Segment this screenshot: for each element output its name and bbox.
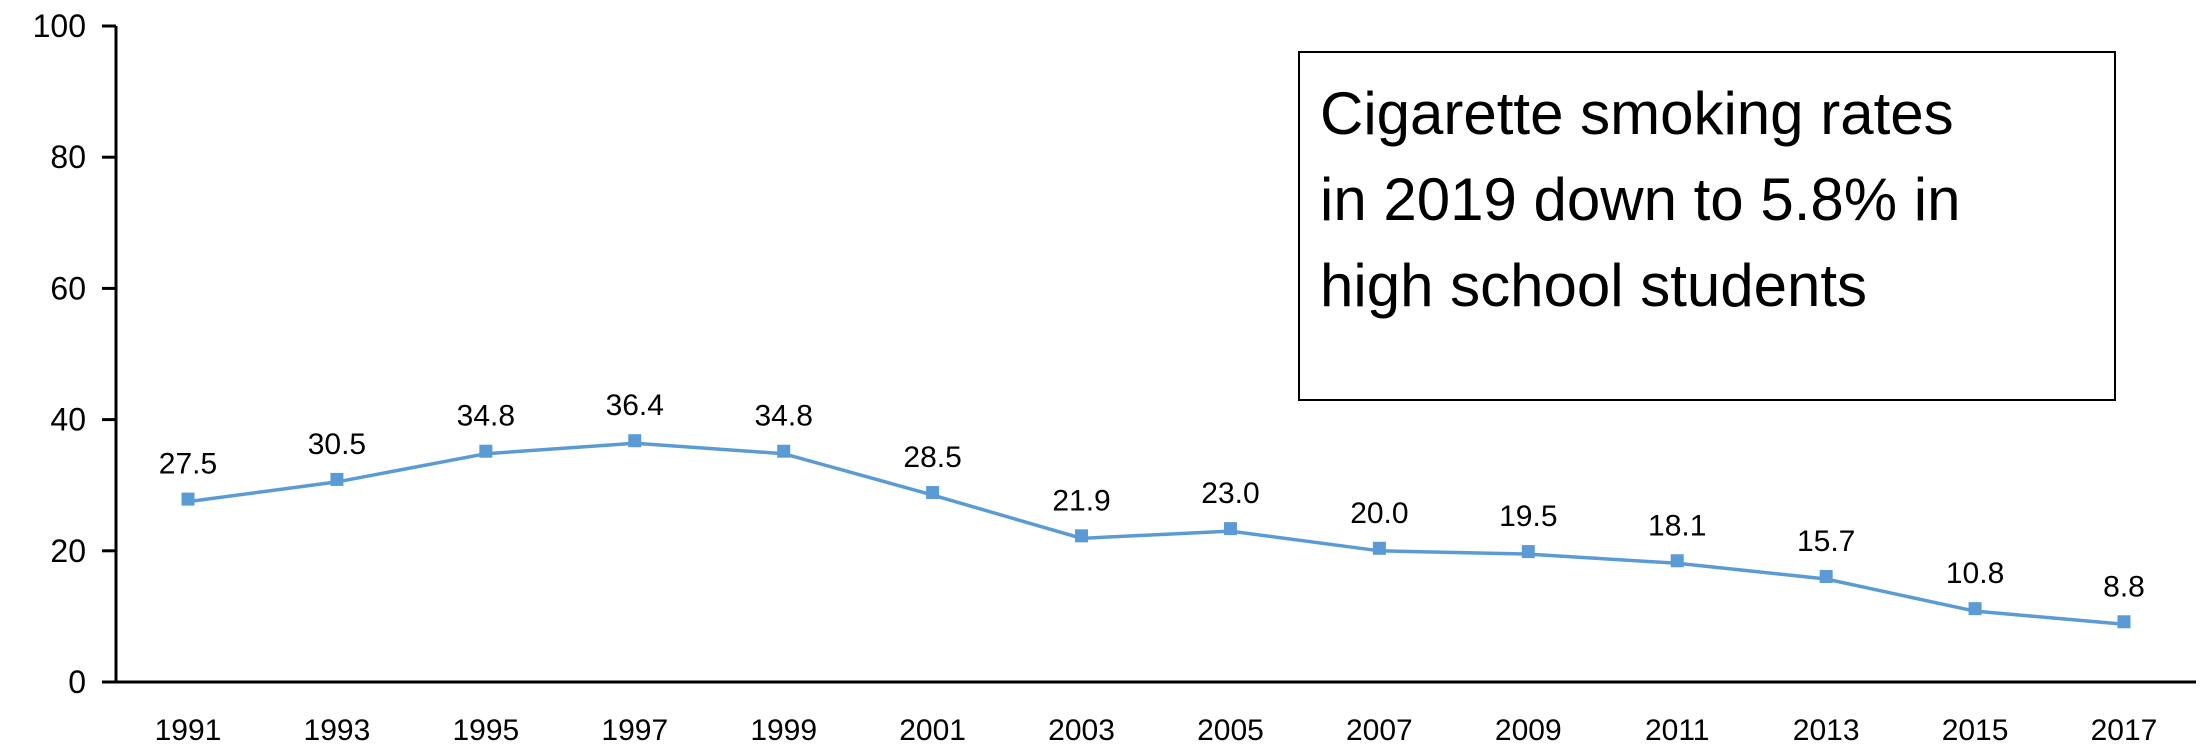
data-labels: 27.5 30.5 34.8 36.4 34.8 28.5 21.9 23.0 20.0 19.5… <box>159 389 2145 603</box>
data-label: 21.9 <box>1052 484 1110 517</box>
x-tick-label: 1991 <box>155 714 222 746</box>
data-point-marker <box>1372 541 1386 555</box>
x-tick-label: 2017 <box>2091 714 2158 746</box>
series-line-group <box>187 441 2125 627</box>
y-tick-label: 20 <box>50 533 86 569</box>
x-tick-label: 2013 <box>1793 714 1860 746</box>
data-label: 30.5 <box>308 428 366 461</box>
data-point-marker <box>1968 602 1982 616</box>
x-tick-label: 1995 <box>452 714 519 746</box>
data-point-marker <box>330 472 344 486</box>
data-label: 8.8 <box>2103 570 2145 603</box>
data-label: 18.1 <box>1648 509 1706 542</box>
x-tick-label: 2009 <box>1495 714 1562 746</box>
y-tick-label: 60 <box>50 270 86 306</box>
data-point-marker <box>1819 570 1833 584</box>
annotation-box: Cigarette smoking rates in 2019 down to … <box>1298 51 2116 401</box>
data-label: 20.0 <box>1350 497 1408 530</box>
y-axis: 0 20 40 60 80 100 <box>33 8 118 700</box>
data-label: 34.8 <box>457 400 515 433</box>
x-tick-label: 2007 <box>1346 714 1413 746</box>
annotation-line-2: in 2019 down to 5.8% in <box>1320 166 1961 233</box>
x-tick-label: 1993 <box>304 714 371 746</box>
x-axis: 1991 1993 1995 1997 1999 2001 2003 2005 2007 2009… <box>116 680 2196 746</box>
data-point-marker <box>479 444 493 458</box>
data-point-marker <box>628 434 642 448</box>
data-label: 10.8 <box>1946 557 2004 590</box>
x-tick-label: 2005 <box>1197 714 1264 746</box>
data-label: 27.5 <box>159 448 217 481</box>
series-line <box>187 441 2125 627</box>
y-tick-label: 80 <box>50 139 86 175</box>
x-tick-label: 2003 <box>1048 714 1115 746</box>
data-point-marker <box>181 492 195 506</box>
x-tick-label: 1997 <box>601 714 668 746</box>
y-tick-label: 0 <box>68 664 86 700</box>
data-point-marker <box>1223 522 1237 536</box>
data-point-marker <box>777 444 791 458</box>
data-label: 36.4 <box>606 389 664 422</box>
data-point-marker <box>2117 615 2131 629</box>
data-label: 19.5 <box>1499 500 1557 533</box>
x-tick-label: 2001 <box>899 714 966 746</box>
data-label: 23.0 <box>1201 477 1259 510</box>
x-tick-label: 2015 <box>1942 714 2009 746</box>
data-point-marker <box>926 486 940 500</box>
x-tick-label: 2011 <box>1645 714 1710 746</box>
annotation-line-3: high school students <box>1320 252 1868 319</box>
data-point-marker <box>1670 554 1684 568</box>
y-tick-label: 40 <box>50 402 86 438</box>
data-point-marker <box>1521 545 1535 559</box>
data-label: 15.7 <box>1797 525 1855 558</box>
data-label: 28.5 <box>903 441 961 474</box>
data-label: 34.8 <box>754 400 812 433</box>
data-point-marker <box>1075 529 1089 543</box>
x-tick-label: 1999 <box>750 714 817 746</box>
y-tick-label: 100 <box>33 8 86 44</box>
annotation-line-1: Cigarette smoking rates <box>1320 80 1954 147</box>
series-markers <box>181 434 2131 629</box>
